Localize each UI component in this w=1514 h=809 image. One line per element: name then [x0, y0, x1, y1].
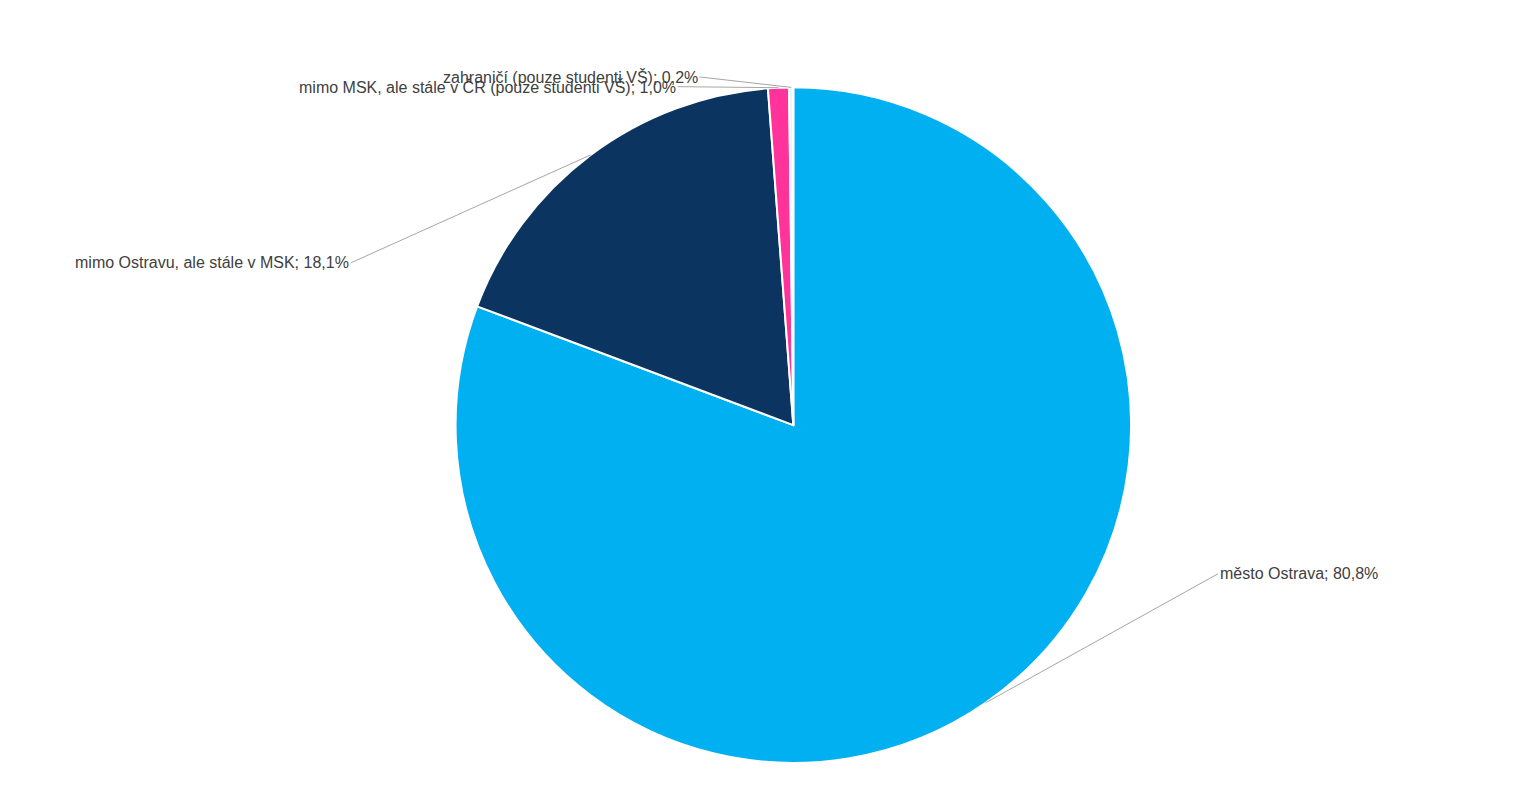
- svg-text:město Ostrava; 80,8%: město Ostrava; 80,8%: [1220, 565, 1378, 582]
- svg-text:zahraničí (pouze studenti VŠ);: zahraničí (pouze studenti VŠ); 0,2%: [443, 68, 698, 86]
- svg-text:mimo MSK, ale stále v ČR (pouz: mimo MSK, ale stále v ČR (pouze studenti…: [299, 78, 676, 96]
- svg-text:mimo Ostravu, ale stále v MSK;: mimo Ostravu, ale stále v MSK; 18,1%: [75, 254, 349, 271]
